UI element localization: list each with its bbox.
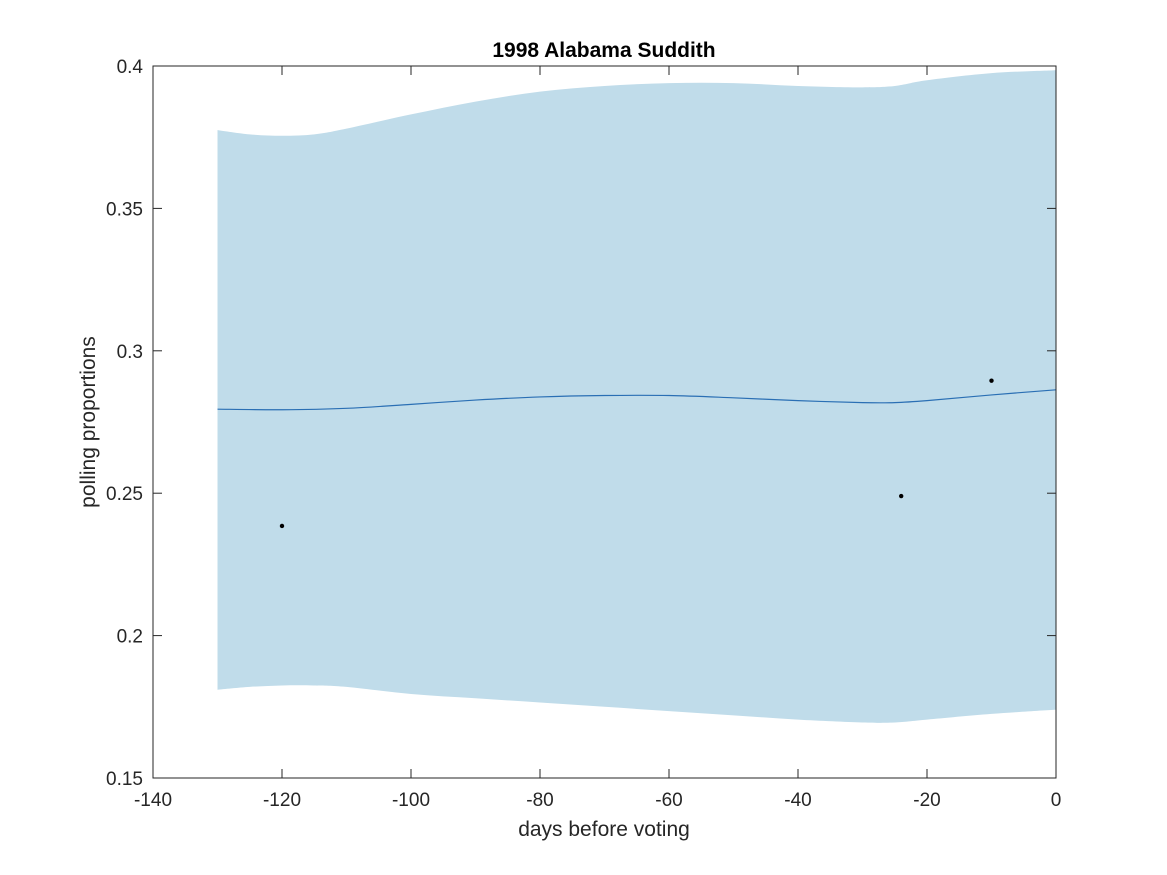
y-axis-label: polling proportions bbox=[77, 336, 100, 508]
x-tick-label: -20 bbox=[913, 790, 940, 811]
y-tick-label: 0.35 bbox=[106, 199, 143, 220]
y-tick-label: 0.15 bbox=[106, 769, 143, 790]
trend-line-layer bbox=[217, 389, 1057, 411]
x-tick-label: -140 bbox=[134, 790, 172, 811]
poll-point bbox=[989, 378, 994, 383]
axes-box bbox=[152, 65, 1057, 779]
poll-point bbox=[899, 493, 904, 499]
x-tick-label: -40 bbox=[784, 790, 811, 811]
y-ticks: 0.15 0.2 0.25 0.3 0.35 0.4 bbox=[106, 57, 1056, 790]
x-tick-label: -60 bbox=[655, 790, 682, 811]
y-tick-label: 0.4 bbox=[117, 57, 144, 78]
confidence-band-layer bbox=[217, 70, 1056, 723]
confidence-band bbox=[217, 70, 1056, 723]
chart-title: 1998 Alabama Suddith bbox=[492, 39, 715, 62]
x-tick-label: -80 bbox=[526, 790, 553, 811]
y-tick-label: 0.3 bbox=[117, 342, 143, 363]
y-tick-label: 0.25 bbox=[106, 484, 143, 505]
y-tick-label: 0.2 bbox=[117, 627, 143, 648]
x-tick-label: 0 bbox=[1051, 790, 1062, 811]
poll-point bbox=[279, 523, 285, 529]
x-tick-label: -100 bbox=[392, 790, 430, 811]
x-axis-label: days before voting bbox=[518, 818, 690, 841]
x-ticks: -140 -120 -100 -80 -60 -40 -20 0 bbox=[134, 66, 1061, 811]
x-tick-label: -120 bbox=[263, 790, 301, 811]
poll-points-layer bbox=[279, 378, 994, 529]
trend-line bbox=[217, 389, 1057, 411]
